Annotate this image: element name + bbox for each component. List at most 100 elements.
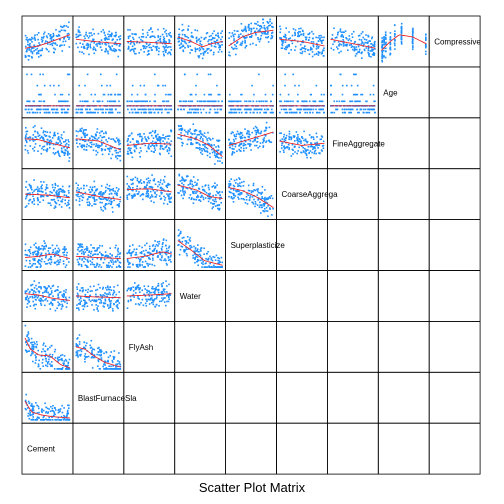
smoother-line: [177, 36, 223, 48]
scatter-point: [87, 198, 89, 200]
matrix-cell-frame: [174, 320, 226, 373]
scatter-point: [42, 409, 45, 412]
scatter-point: [76, 187, 79, 189]
scatter-point: [83, 47, 86, 50]
scatter-point: [196, 256, 199, 258]
scatter-point: [41, 135, 43, 138]
scatter-point: [139, 265, 141, 267]
scatter-point: [157, 39, 159, 42]
scatter-point: [85, 296, 88, 299]
scatter-point: [47, 348, 49, 350]
scatter-point: [45, 184, 48, 186]
scatter-point: [37, 132, 39, 135]
scatter-point: [186, 35, 188, 38]
scatter-point: [28, 49, 31, 51]
scatter-panel-age-vs-flyash: [126, 73, 173, 114]
scatter-point: [215, 100, 217, 103]
scatter-point: [189, 180, 192, 182]
smoother-line: [126, 188, 172, 193]
scatter-point: [33, 146, 36, 148]
scatter-point: [85, 344, 87, 347]
scatter-point: [239, 143, 241, 145]
scatter-point: [45, 364, 47, 367]
scatter-point: [168, 93, 171, 96]
scatter-point: [137, 263, 139, 266]
scatter-point: [165, 145, 168, 147]
scatter-point: [51, 44, 54, 47]
scatter-point: [75, 199, 78, 201]
scatter-point: [161, 249, 163, 251]
scatter-point: [57, 304, 60, 307]
scatter-point: [75, 36, 78, 39]
scatter-point: [257, 199, 259, 201]
scatter-point: [54, 309, 57, 312]
scatter-point: [213, 37, 216, 39]
scatter-point: [35, 253, 38, 255]
scatter-point: [133, 145, 136, 148]
scatter-point: [213, 144, 215, 146]
scatter-point: [241, 181, 243, 184]
scatter-point: [210, 143, 213, 146]
scatter-point: [90, 111, 92, 114]
scatter-point: [233, 134, 236, 136]
scatter-point: [66, 419, 69, 421]
scatter-point: [218, 260, 221, 262]
scatter-point: [26, 100, 28, 103]
scatter-point: [267, 215, 269, 217]
scatter-point: [28, 47, 31, 50]
scatter-point: [99, 100, 101, 103]
scatter-point: [140, 302, 142, 304]
scatter-point: [165, 41, 167, 43]
scatter-point: [234, 143, 237, 146]
scatter-point: [60, 25, 62, 28]
scatter-point: [339, 73, 342, 76]
scatter-point: [280, 132, 282, 134]
scatter-point: [48, 293, 51, 295]
scatter-point: [62, 263, 65, 265]
scatter-point: [220, 32, 222, 34]
scatter-point: [63, 295, 65, 297]
scatter-point: [169, 93, 172, 96]
scatter-point: [150, 150, 153, 152]
scatter-point: [151, 287, 153, 290]
scatter-point: [93, 198, 96, 201]
scatter-point: [243, 142, 245, 145]
scatter-point: [221, 162, 223, 164]
scatter-point: [88, 299, 91, 301]
scatter-point: [118, 36, 120, 38]
scatter-point: [163, 189, 165, 191]
scatter-point: [31, 201, 33, 204]
scatter-point: [265, 33, 267, 35]
scatter-point: [66, 196, 68, 198]
scatter-point: [202, 54, 205, 56]
scatter-point: [94, 108, 96, 111]
scatter-point: [259, 201, 261, 204]
scatter-point: [166, 150, 169, 153]
scatter-point: [93, 253, 95, 256]
scatter-point: [200, 194, 203, 197]
scatter-point: [147, 285, 150, 288]
scatter-point: [40, 247, 42, 250]
scatter-point: [113, 303, 115, 306]
scatter-point: [211, 38, 213, 41]
scatter-point: [93, 285, 95, 287]
scatter-point: [145, 192, 148, 195]
scatter-point: [41, 39, 44, 42]
scatter-point: [56, 194, 59, 197]
scatter-point: [292, 100, 294, 103]
scatter-point: [47, 360, 50, 363]
scatter-point: [87, 37, 90, 39]
scatter-point: [25, 205, 28, 207]
scatter-point: [154, 36, 156, 39]
scatter-point: [39, 93, 42, 96]
scatter-point: [207, 40, 209, 43]
scatter-point: [265, 121, 268, 124]
scatter-point: [152, 189, 155, 192]
scatter-point: [163, 259, 165, 262]
scatter-point: [88, 204, 90, 207]
scatter-point: [157, 285, 159, 287]
scatter-point: [92, 100, 95, 103]
scatter-point: [182, 186, 184, 188]
scatter-point: [271, 214, 273, 216]
scatter-point: [262, 140, 265, 142]
